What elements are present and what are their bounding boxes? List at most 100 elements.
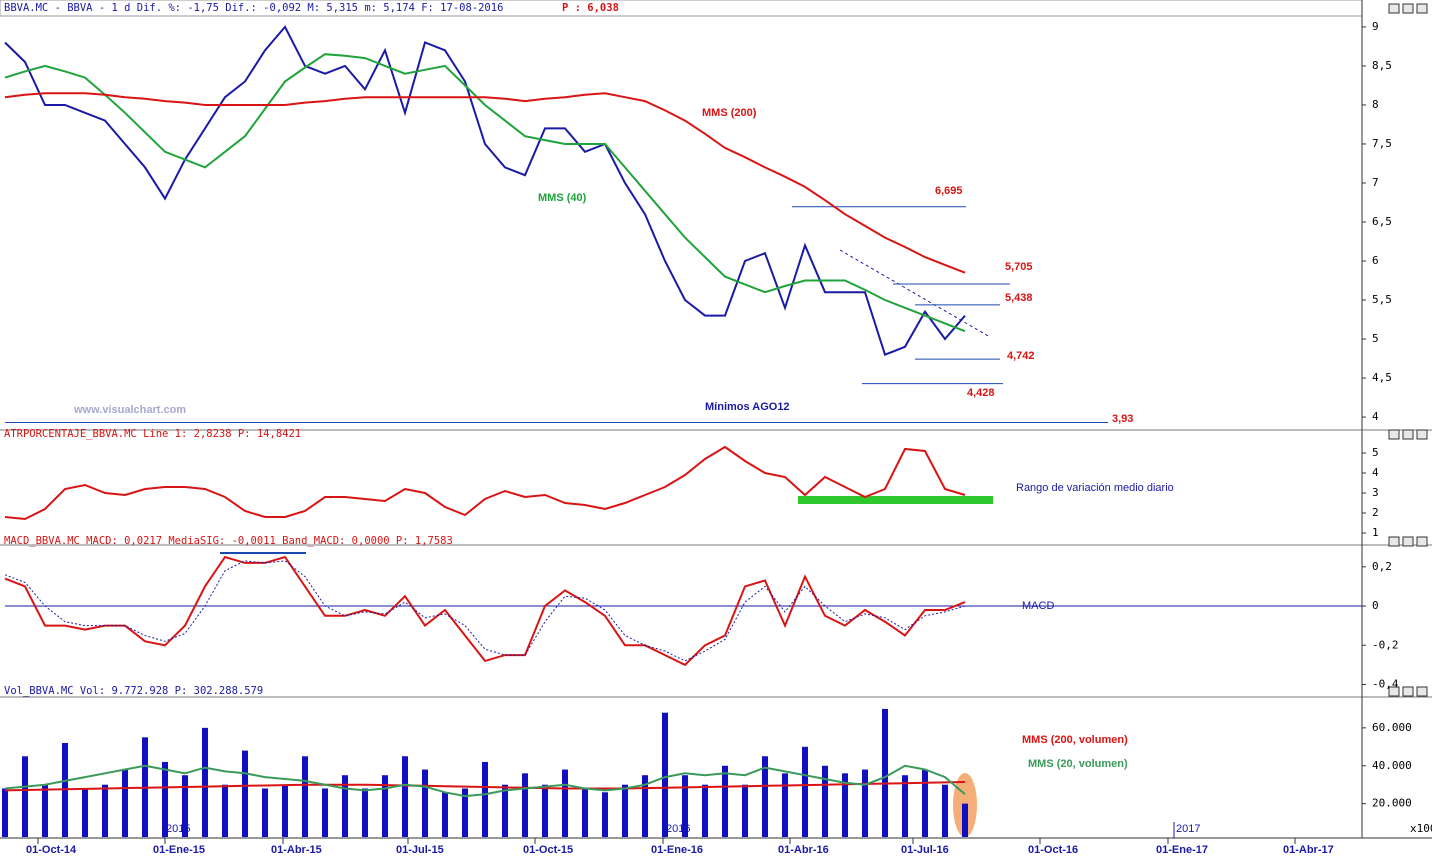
y-tick-label: 6,5 bbox=[1372, 215, 1392, 228]
watermark: www.visualchart.com bbox=[73, 404, 186, 416]
y-tick-label: 8,5 bbox=[1372, 59, 1392, 72]
series-line bbox=[4, 555, 966, 667]
y-tick-label: 5 bbox=[1372, 446, 1379, 459]
level-label: 4,742 bbox=[1007, 350, 1035, 362]
panel-title: MACD_BBVA.MC MACD: 0,0217 MediaSIG: -0,0… bbox=[4, 535, 453, 547]
y-tick-label: 20.000 bbox=[1372, 797, 1412, 810]
y-tick-label: 5 bbox=[1372, 332, 1379, 345]
bar bbox=[222, 784, 228, 837]
y-tick-label: 60.000 bbox=[1372, 721, 1412, 734]
bar bbox=[342, 775, 348, 837]
bar bbox=[802, 746, 808, 837]
bar bbox=[662, 712, 668, 837]
series-label: MMS (20, volumen) bbox=[1028, 758, 1128, 770]
x-tick-label: 01-Abr-17 bbox=[1283, 844, 1334, 856]
series-line bbox=[4, 445, 966, 521]
x-tick-label: 01-Oct-14 bbox=[26, 844, 77, 856]
series-line bbox=[4, 764, 966, 798]
maximize-button[interactable] bbox=[1402, 429, 1414, 440]
bar bbox=[942, 784, 948, 837]
bar bbox=[162, 761, 168, 837]
x-tick-label: 01-Jul-16 bbox=[901, 844, 949, 856]
y-tick-label: -0,4 bbox=[1372, 677, 1399, 690]
panel-title: ATRPORCENTAJE_BBVA.MC Line 1: 2,8238 P: … bbox=[4, 428, 301, 440]
bar bbox=[862, 769, 868, 837]
level-label: 4,428 bbox=[967, 387, 995, 399]
window-buttons[interactable] bbox=[1388, 3, 1428, 697]
bar bbox=[402, 756, 408, 837]
y-tick-label: -0,2 bbox=[1372, 638, 1399, 651]
bar bbox=[642, 775, 648, 837]
series-line bbox=[4, 25, 966, 357]
y-tick-label: 2 bbox=[1372, 506, 1379, 519]
bar bbox=[902, 775, 908, 837]
series-line bbox=[4, 560, 966, 662]
bar bbox=[382, 775, 388, 837]
bar bbox=[242, 750, 248, 837]
bar bbox=[442, 792, 448, 837]
minimize-button[interactable] bbox=[1388, 686, 1400, 697]
level-label: 5,438 bbox=[1005, 292, 1033, 304]
x-tick-label: 01-Oct-15 bbox=[523, 844, 573, 856]
y-tick-label: 7,5 bbox=[1372, 137, 1392, 150]
y-tick-label: 8 bbox=[1372, 98, 1379, 111]
trend-line bbox=[839, 249, 991, 338]
maximize-button[interactable] bbox=[1402, 536, 1414, 547]
bar bbox=[362, 788, 368, 837]
bar bbox=[582, 788, 588, 837]
close-button[interactable] bbox=[1416, 429, 1428, 440]
series-line bbox=[4, 92, 966, 274]
bar bbox=[82, 788, 88, 837]
bar bbox=[482, 761, 488, 837]
year-label: 2017 bbox=[1176, 823, 1200, 835]
y-tick-label: 7 bbox=[1372, 176, 1379, 189]
bar bbox=[2, 788, 8, 837]
bar bbox=[462, 788, 468, 837]
maximize-button[interactable] bbox=[1402, 3, 1414, 14]
bar bbox=[22, 756, 28, 837]
bar bbox=[182, 775, 188, 837]
bar bbox=[322, 788, 328, 837]
level-label: 6,695 bbox=[935, 185, 963, 197]
bar bbox=[922, 769, 928, 837]
series-label: MMS (200, volumen) bbox=[1022, 734, 1128, 746]
bar bbox=[562, 769, 568, 837]
x-tick-label: 01-Ene-15 bbox=[153, 844, 205, 856]
bar bbox=[782, 773, 788, 837]
bar bbox=[542, 784, 548, 837]
close-button[interactable] bbox=[1416, 536, 1428, 547]
y-tick-label: 4 bbox=[1372, 466, 1379, 479]
bar bbox=[502, 784, 508, 837]
bar bbox=[622, 784, 628, 837]
y-tick-label: 9 bbox=[1372, 20, 1379, 33]
series-label: MMS (200) bbox=[702, 107, 757, 119]
bar bbox=[202, 727, 208, 837]
series-line bbox=[4, 781, 966, 792]
y-tick-label: 4,5 bbox=[1372, 371, 1392, 384]
minimize-button[interactable] bbox=[1388, 3, 1400, 14]
bar bbox=[682, 775, 688, 837]
bar bbox=[742, 784, 748, 837]
panel-title: Vol_BBVA.MC Vol: 9.772.928 P: 302.288.57… bbox=[4, 685, 263, 697]
y-tick-label: 5,5 bbox=[1372, 293, 1392, 306]
bar bbox=[962, 803, 968, 837]
bar bbox=[702, 784, 708, 837]
bar bbox=[822, 765, 828, 837]
x-tick-label: 01-Abr-16 bbox=[778, 844, 829, 856]
y-tick-label: 0 bbox=[1372, 599, 1379, 612]
chart-title: BBVA.MC - BBVA - 1 d Dif. %: -1,75 Dif.:… bbox=[4, 2, 503, 14]
x-tick-label: 01-Abr-15 bbox=[271, 844, 322, 856]
close-button[interactable] bbox=[1416, 3, 1428, 14]
y-tick-label: 4 bbox=[1372, 410, 1379, 423]
bar bbox=[522, 773, 528, 837]
close-button[interactable] bbox=[1416, 686, 1428, 697]
y-tick-label: 3 bbox=[1372, 486, 1379, 499]
y-tick-label: 6 bbox=[1372, 254, 1379, 267]
bar bbox=[282, 784, 288, 837]
bar bbox=[422, 769, 428, 837]
bar bbox=[302, 756, 308, 837]
maximize-button[interactable] bbox=[1402, 686, 1414, 697]
minimize-button[interactable] bbox=[1388, 429, 1400, 440]
minimize-button[interactable] bbox=[1388, 536, 1400, 547]
